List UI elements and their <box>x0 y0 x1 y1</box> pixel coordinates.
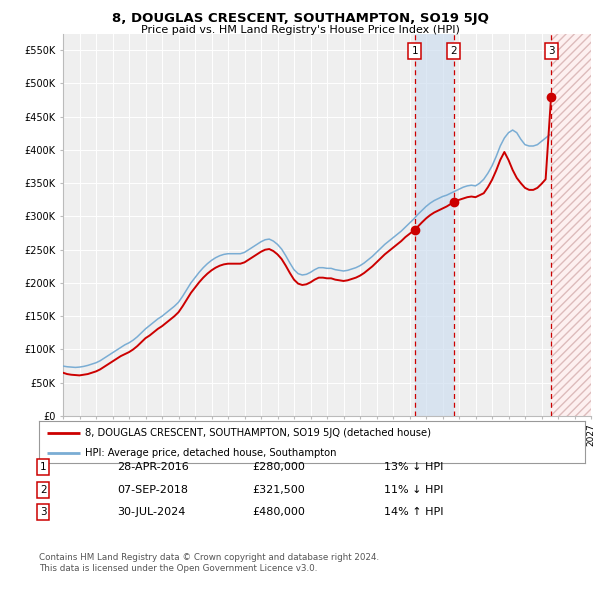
Text: 1: 1 <box>412 46 418 56</box>
Text: 1: 1 <box>40 463 47 472</box>
Text: 14% ↑ HPI: 14% ↑ HPI <box>384 507 443 517</box>
Text: Contains HM Land Registry data © Crown copyright and database right 2024.: Contains HM Land Registry data © Crown c… <box>39 553 379 562</box>
Text: 8, DOUGLAS CRESCENT, SOUTHAMPTON, SO19 5JQ: 8, DOUGLAS CRESCENT, SOUTHAMPTON, SO19 5… <box>112 12 488 25</box>
Text: 8, DOUGLAS CRESCENT, SOUTHAMPTON, SO19 5JQ (detached house): 8, DOUGLAS CRESCENT, SOUTHAMPTON, SO19 5… <box>85 428 431 438</box>
Text: This data is licensed under the Open Government Licence v3.0.: This data is licensed under the Open Gov… <box>39 565 317 573</box>
Text: 28-APR-2016: 28-APR-2016 <box>117 463 189 472</box>
Text: £321,500: £321,500 <box>252 485 305 494</box>
Bar <box>551 34 591 416</box>
Text: 13% ↓ HPI: 13% ↓ HPI <box>384 463 443 472</box>
Text: 11% ↓ HPI: 11% ↓ HPI <box>384 485 443 494</box>
Bar <box>551 34 591 416</box>
Text: 2: 2 <box>40 485 47 494</box>
Text: HPI: Average price, detached house, Southampton: HPI: Average price, detached house, Sout… <box>85 448 337 457</box>
Text: Price paid vs. HM Land Registry's House Price Index (HPI): Price paid vs. HM Land Registry's House … <box>140 25 460 35</box>
Text: £480,000: £480,000 <box>252 507 305 517</box>
Text: £280,000: £280,000 <box>252 463 305 472</box>
Text: 07-SEP-2018: 07-SEP-2018 <box>117 485 188 494</box>
Text: 30-JUL-2024: 30-JUL-2024 <box>117 507 185 517</box>
Text: 2: 2 <box>451 46 457 56</box>
Text: 3: 3 <box>548 46 554 56</box>
Text: 3: 3 <box>40 507 47 517</box>
Bar <box>415 34 454 416</box>
